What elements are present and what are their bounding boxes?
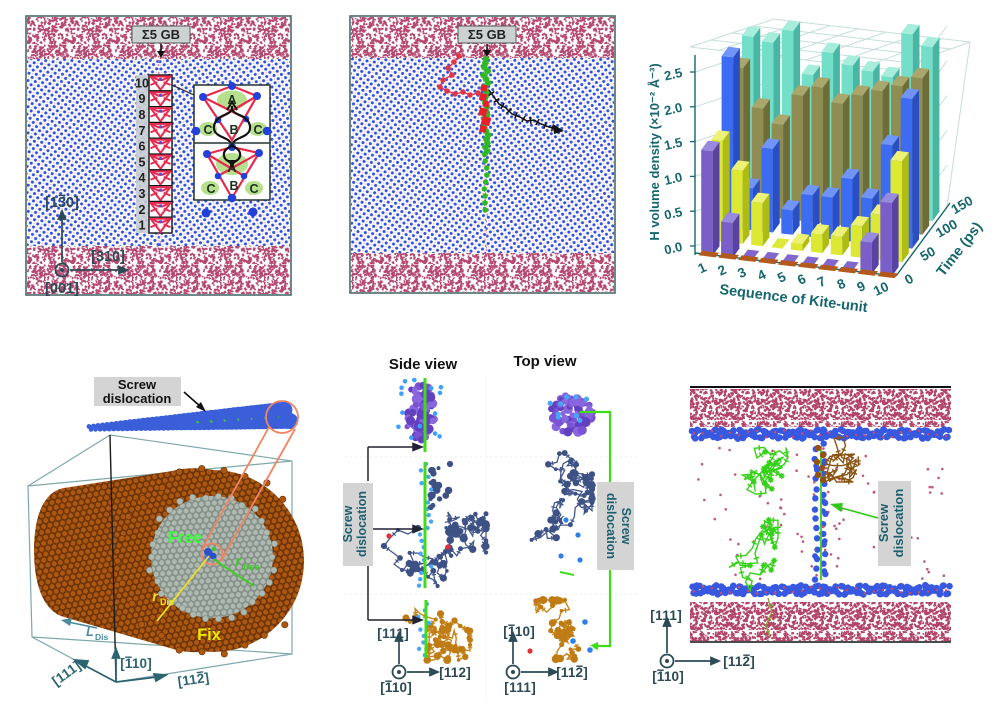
- svg-text:dislocation: dislocation: [891, 489, 906, 558]
- svg-text:Screw: Screw: [876, 503, 891, 542]
- svg-text:[112]: [112]: [439, 665, 471, 680]
- svg-text:[110]: [110]: [652, 669, 684, 684]
- svg-text:[112]: [112]: [723, 654, 755, 669]
- svg-text:B: B: [229, 179, 238, 193]
- svg-text:free: free: [243, 562, 260, 572]
- svg-text:[110]: [110]: [503, 624, 535, 639]
- svg-text:7: 7: [139, 124, 146, 138]
- svg-text:H volume density (×10⁻² Å⁻³): H volume density (×10⁻² Å⁻³): [647, 63, 662, 240]
- svg-text:2.5: 2.5: [663, 65, 684, 84]
- svg-text:6: 6: [139, 140, 146, 154]
- svg-text:[111]: [111]: [377, 626, 409, 641]
- svg-text:C: C: [249, 182, 258, 196]
- svg-text:2.0: 2.0: [663, 100, 684, 119]
- svg-text:Screw: Screw: [341, 505, 355, 542]
- svg-text:C: C: [206, 182, 215, 196]
- svg-text:5: 5: [139, 155, 146, 169]
- svg-text:50: 50: [918, 244, 939, 265]
- svg-text:[110]: [110]: [120, 656, 152, 671]
- svg-text:Dis: Dis: [95, 632, 109, 642]
- svg-text:0.0: 0.0: [663, 239, 684, 258]
- svg-text:Side view: Side view: [389, 356, 458, 373]
- svg-text:[130]: [130]: [45, 195, 79, 211]
- svg-text:8: 8: [139, 108, 146, 122]
- svg-text:Dis: Dis: [160, 597, 174, 607]
- svg-text:dislocation: dislocation: [103, 391, 172, 406]
- svg-text:Fix: Fix: [197, 626, 222, 644]
- svg-text:1.0: 1.0: [663, 169, 684, 188]
- svg-text:Top view: Top view: [513, 353, 576, 370]
- svg-text:[112]: [112]: [177, 670, 210, 689]
- svg-text:r: r: [235, 554, 241, 569]
- svg-text:1: 1: [139, 219, 146, 233]
- svg-text:1.5: 1.5: [663, 134, 684, 153]
- svg-text:[001]: [001]: [45, 281, 79, 297]
- svg-text:4: 4: [139, 171, 146, 185]
- svg-text:3: 3: [139, 187, 146, 201]
- svg-text:9: 9: [139, 92, 146, 106]
- svg-text:C: C: [253, 123, 262, 137]
- svg-text:Free: Free: [168, 529, 203, 547]
- svg-text:A: A: [227, 93, 236, 107]
- svg-text:dislocation: dislocation: [355, 491, 369, 557]
- svg-text:10: 10: [135, 76, 149, 90]
- svg-text:dislocation: dislocation: [604, 493, 618, 559]
- svg-text:Screw: Screw: [118, 377, 157, 392]
- svg-text:[310]: [310]: [91, 249, 125, 265]
- svg-text:L: L: [86, 625, 94, 639]
- svg-text:Screw: Screw: [619, 508, 633, 545]
- svg-text:[112]: [112]: [556, 665, 588, 680]
- svg-text:2: 2: [139, 203, 146, 217]
- svg-text:C: C: [203, 123, 212, 137]
- svg-text:[111]: [111]: [504, 680, 536, 695]
- svg-text:[110]: [110]: [380, 680, 412, 695]
- svg-text:10: 10: [871, 279, 891, 299]
- svg-text:B: B: [229, 123, 238, 137]
- svg-text:Σ5 GB: Σ5 GB: [142, 27, 180, 42]
- svg-text:Σ5 GB: Σ5 GB: [468, 27, 506, 42]
- svg-text:r: r: [152, 589, 158, 604]
- svg-text:[111]: [111]: [650, 608, 682, 623]
- svg-text:0.5: 0.5: [663, 204, 684, 223]
